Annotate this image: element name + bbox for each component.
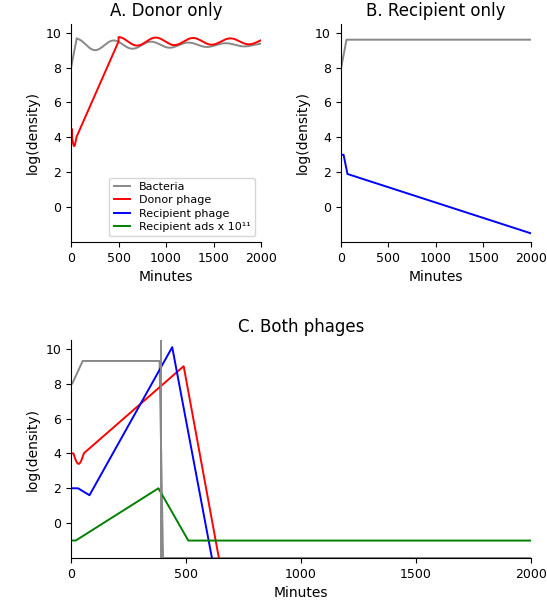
Legend: Bacteria, Donor phage, Recipient phage, Recipient ads x 10¹¹: Bacteria, Donor phage, Recipient phage, … — [109, 178, 255, 236]
X-axis label: Minutes: Minutes — [139, 270, 193, 284]
Title: B. Recipient only: B. Recipient only — [366, 2, 505, 20]
Y-axis label: log(density): log(density) — [295, 91, 310, 175]
Y-axis label: log(density): log(density) — [26, 91, 40, 175]
Title: C. Both phages: C. Both phages — [237, 318, 364, 336]
Y-axis label: log(density): log(density) — [26, 407, 40, 491]
Title: A. Donor only: A. Donor only — [110, 2, 222, 20]
X-axis label: Minutes: Minutes — [409, 270, 463, 284]
X-axis label: Minutes: Minutes — [274, 586, 328, 600]
